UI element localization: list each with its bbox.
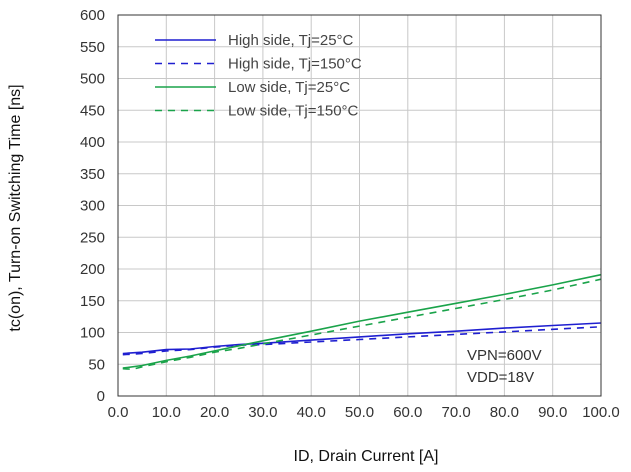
- y-tick-label: 400: [80, 134, 105, 151]
- legend-label-2: Low side, Tj=25°C: [228, 79, 350, 96]
- legend-label-3: Low side, Tj=150°C: [228, 103, 359, 120]
- y-tick-label: 0: [97, 388, 105, 405]
- y-tick-label: 300: [80, 198, 105, 215]
- series-lines: [122, 273, 602, 371]
- legend-label-1: High side, Tj=150°C: [228, 56, 362, 73]
- x-tick-label: 20.0: [200, 404, 229, 421]
- x-tick-label: 50.0: [345, 404, 374, 421]
- series-line-2: [122, 273, 602, 369]
- y-tick-label: 350: [80, 166, 105, 183]
- y-tick-label: 250: [80, 229, 105, 246]
- y-tick-label: 150: [80, 293, 105, 310]
- x-tick-label: 40.0: [297, 404, 326, 421]
- annotation-vpn: VPN=600V: [467, 347, 542, 364]
- x-tick-label: 70.0: [441, 404, 470, 421]
- y-tick-label: 500: [80, 71, 105, 88]
- x-tick-label: 10.0: [152, 404, 181, 421]
- y-tick-label: 600: [80, 7, 105, 24]
- annotation-vdd: VDD=18V: [467, 369, 534, 386]
- y-tick-label: 550: [80, 39, 105, 56]
- series-line-0: [122, 322, 602, 355]
- y-tick-label: 200: [80, 261, 105, 278]
- x-tick-label: 100.0: [582, 404, 620, 421]
- x-tick-label: 90.0: [538, 404, 567, 421]
- series-line-3: [122, 278, 602, 371]
- y-tick-label: 50: [88, 356, 105, 373]
- legend-label-0: High side, Tj=25°C: [228, 32, 354, 49]
- plot-frame: [117, 14, 602, 397]
- legend: High side, Tj=25°C High side, Tj=150°C Low…: [155, 32, 362, 120]
- tick-labels: 0 50 100 150 200 250 300 350 400 450 500 550 600 0.0 1…: [80, 7, 620, 421]
- y-tick-label: 100: [80, 325, 105, 342]
- x-tick-label: 30.0: [248, 404, 277, 421]
- x-tick-label: 80.0: [490, 404, 519, 421]
- x-axis-title: ID, Drain Current [A]: [294, 448, 439, 465]
- y-tick-label: 450: [80, 102, 105, 119]
- x-tick-label: 0.0: [108, 404, 129, 421]
- y-axis-title: tc(on), Turn-on Switching Time [ns]: [7, 84, 24, 331]
- x-tick-label: 60.0: [393, 404, 422, 421]
